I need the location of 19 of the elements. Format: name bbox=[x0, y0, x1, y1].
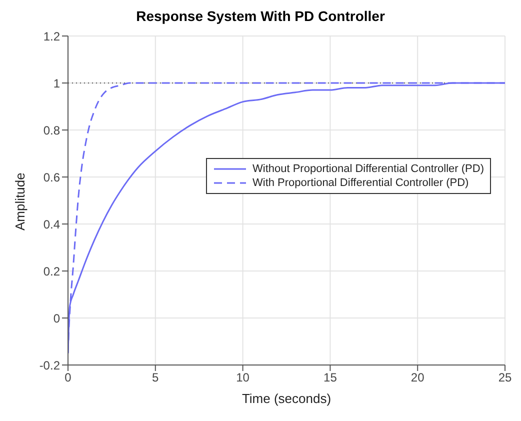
x-tick-label: 0 bbox=[64, 370, 72, 385]
x-tick-label: 15 bbox=[324, 370, 338, 385]
y-tick-label: 0.8 bbox=[43, 123, 60, 138]
x-tick-label: 5 bbox=[152, 370, 160, 385]
y-tick-label: 0.2 bbox=[43, 264, 60, 278]
y-axis-title: Amplitude bbox=[12, 172, 28, 230]
y-tick-label: -0.2 bbox=[39, 358, 60, 372]
y-tick-label: 0 bbox=[53, 311, 60, 326]
chart-title: Response System With PD Controller bbox=[135, 8, 386, 26]
y-tick-label: 1.2 bbox=[43, 29, 60, 44]
x-axis-title: Time (seconds) bbox=[242, 391, 332, 406]
x-tick-label: 25 bbox=[498, 370, 512, 385]
legend-label: Without Proportional Differential Controller (PD) bbox=[252, 162, 484, 176]
y-tick-label: 1 bbox=[53, 76, 60, 90]
y-tick-label: 0.6 bbox=[43, 170, 60, 184]
y-tick-label: 0.4 bbox=[43, 217, 60, 232]
legend-label: With Proportional Differential Controller (PD) bbox=[252, 176, 469, 190]
x-tick-label: 10 bbox=[236, 370, 250, 385]
x-tick-label: 20 bbox=[410, 370, 425, 385]
